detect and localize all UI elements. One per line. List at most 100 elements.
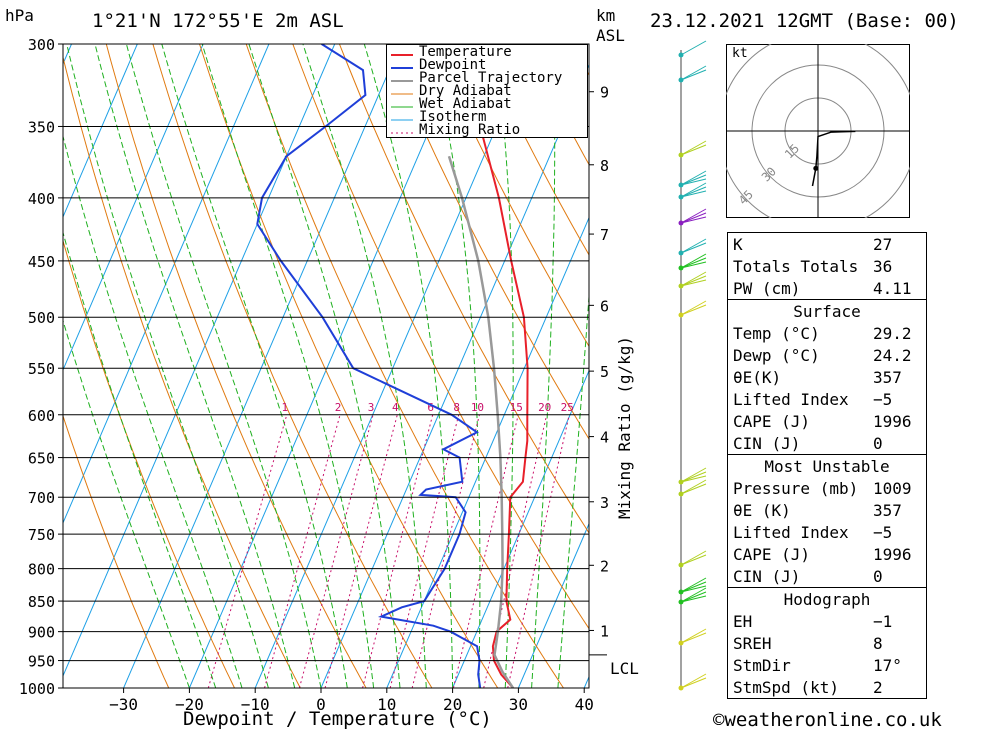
totals-value: 36 [873,257,893,276]
km-tick-label: 2 [600,557,609,575]
legend-dewpoint: Dewpoint [419,57,487,73]
mixing-ratio-line [362,414,434,688]
datetime-title: 23.12.2021 12GMT (Base: 00) [650,10,959,32]
row-label: StmSpd (kt) [733,678,839,697]
height-unit-km: km [596,6,616,25]
row-label: SREH [733,634,772,653]
hodograph-indices-box: Hodograph EH −1 SREH 8 StmDir 17° StmSpd (k… [727,587,927,699]
table-row: Dewp (°C) 24.2 [728,344,926,366]
row-value: −1 [873,612,893,631]
pressure-tick-label: 350 [28,118,55,136]
dry-adiabat-line [198,44,499,688]
wind-barb [680,69,707,81]
legend-mixing-ratio: Mixing Ratio [419,122,521,138]
row-value: 1996 [873,412,912,431]
credit-link[interactable]: ©weatheronline.co.uk [713,709,942,731]
km-tick-label: 4 [600,429,609,447]
table-row: Totals Totals 36 [728,255,926,277]
chart-legend: Temperature Dewpoint Parcel Trajectory D… [386,44,588,138]
wind-barb [680,140,707,156]
wet-adiabat-line [94,44,296,688]
mixing-ratio-axis-label: Mixing Ratio (g/kg) [615,335,634,519]
dry-adiabat-line [933,26,1000,688]
wind-barb [680,628,707,644]
pressure-tick-label: 750 [28,526,55,544]
row-value: −5 [873,523,893,542]
wind-barb [680,632,707,644]
wind-barb [680,238,707,254]
x-axis-label: Dewpoint / Temperature (°C) [183,708,492,730]
row-label: CIN (J) [733,434,801,453]
wind-barb [680,186,707,198]
surface-title: Surface [793,302,861,321]
hodograph-title: Hodograph [783,590,871,609]
legend-dry-adiabat: Dry Adiabat [419,83,512,99]
wet-adiabat-line [125,44,322,688]
isotherm-line [188,44,467,688]
wind-barb [680,170,707,186]
mixing-ratio-line [507,414,570,688]
wind-barb [680,591,707,603]
pressure-tick-label: 300 [28,36,55,54]
plot-frame [62,43,590,689]
row-value: 8 [873,634,883,653]
wind-barb [680,257,707,269]
location-title: 1°21'N 172°55'E 2m ASL [92,10,344,32]
dry-adiabat-line [105,44,367,688]
wind-barb [680,475,707,483]
wind-barb [680,300,707,316]
mixing-ratio-label: 2 [335,401,342,414]
table-row: EH −1 [728,610,926,632]
most-unstable-title: Most Unstable [764,457,890,476]
height-unit-asl: ASL [596,26,625,45]
dry-adiabat-line [245,44,564,688]
pw-label: PW (cm) [733,279,801,298]
wind-barb [680,208,707,224]
pressure-tick-label: 1000 [19,680,55,698]
mixing-ratio-line [411,414,480,688]
dry-adiabat-line [979,26,1000,688]
table-row: SREH 8 [728,632,926,654]
dry-adiabat-line [385,44,589,440]
mixing-ratio-label: 3 [368,401,375,414]
wind-barb [680,174,707,186]
isotherm-line [63,44,270,525]
wet-adiabat-line [494,44,514,688]
wind-barb [680,677,707,689]
table-row: K 27 [728,233,926,255]
row-label: CAPE (J) [733,412,811,431]
mixing-ratio-label: 15 [510,401,523,414]
wind-barb [680,471,707,483]
series-parcel-trajectory [447,155,515,688]
wind-barb [680,242,707,254]
hodograph-point [813,165,819,171]
k-index-value: 27 [873,235,893,254]
x-tick-label: 10 [377,695,396,714]
row-value: 2 [873,678,883,697]
wet-adiabat-line [429,44,481,688]
row-value: 357 [873,501,902,520]
isotherm-line [517,522,589,688]
isotherm-line [123,44,401,688]
x-tick-label: −10 [241,695,270,714]
wind-barb [680,673,707,689]
row-value: 1996 [873,545,912,564]
table-row: Pressure (mb) 1009 [728,477,926,499]
wind-barb [680,550,707,566]
wind-barb [680,212,707,224]
wind-barb [680,40,707,56]
table-row: θE(K) 357 [728,366,926,388]
pw-value: 4.11 [873,279,912,298]
km-tick-label: 5 [600,363,609,381]
table-row: Lifted Index −5 [728,388,926,410]
wind-barb [680,479,707,495]
wind-barb [680,271,707,287]
wind-barb [680,483,707,495]
km-tick-label: 7 [600,226,609,244]
wind-barb [680,554,707,566]
wet-adiabat-line [531,44,556,688]
wind-barb [680,587,707,603]
isotherm-line [386,216,589,688]
wind-barb [680,595,707,603]
wind-barb [680,182,707,198]
